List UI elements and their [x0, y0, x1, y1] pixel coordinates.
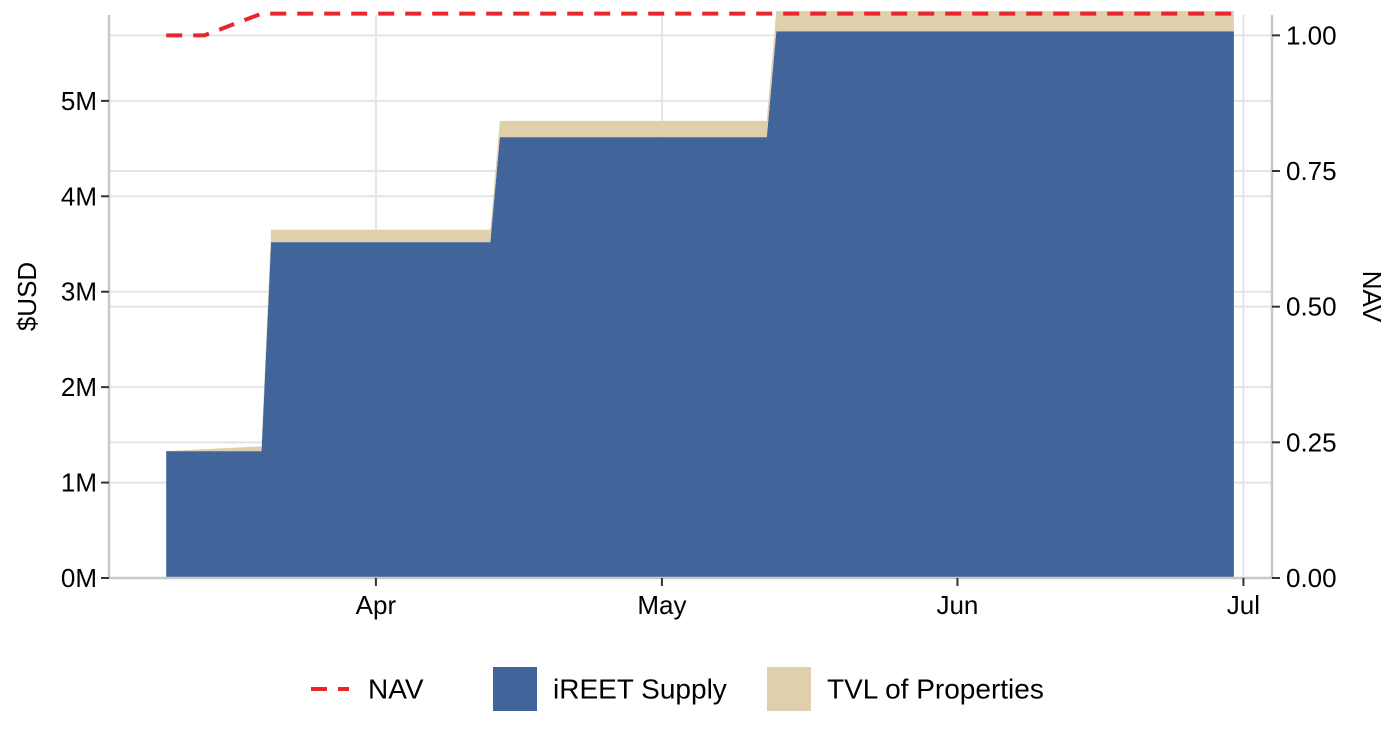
x-tick-label: May [637, 590, 686, 620]
x-tick-label: Jul [1227, 590, 1260, 620]
y-right-tick-label: 0.50 [1286, 292, 1337, 322]
y-right-tick-label: 1.00 [1286, 20, 1337, 50]
y-left-tick-label: 3M [61, 277, 97, 307]
area-ireet-supply [166, 31, 1234, 579]
y-axis-left-title: $USD [12, 262, 42, 331]
y-left-tick-label: 4M [61, 181, 97, 211]
plot-lines [166, 11, 1234, 38]
legend-label-tvl-of-properties: TVL of Properties [827, 674, 1044, 705]
legend-swatch-tvl-of-properties [767, 667, 811, 711]
x-tick-label: Jun [936, 590, 978, 620]
y-right-tick-label: 0.25 [1286, 427, 1337, 457]
plot-areas [166, 11, 1234, 579]
x-tick-label: Apr [356, 590, 397, 620]
y-left-tick-label: 0M [61, 563, 97, 593]
y-left-tick-label: 1M [61, 468, 97, 498]
legend: NAV iREET Supply TVL of Properties [311, 667, 1044, 711]
y-left-tick-label: 2M [61, 372, 97, 402]
legend-label-ireet-supply: iREET Supply [553, 674, 727, 705]
y-right-tick-label: 0.00 [1286, 563, 1337, 593]
y-left-tick-label: 5M [61, 86, 97, 116]
line-nav [166, 11, 1234, 38]
y-axis-right-title: NAV [1357, 271, 1387, 323]
area-tvl-of-properties [166, 11, 1234, 452]
legend-swatch-ireet-supply [493, 667, 537, 711]
y-right-tick-label: 0.75 [1286, 156, 1337, 186]
legend-label-nav: NAV [368, 674, 424, 705]
axes: 0M 1M 2M 3M 4M 5M 0.00 0.25 0.50 0.75 1.00 Apr May Ju… [12, 15, 1387, 620]
